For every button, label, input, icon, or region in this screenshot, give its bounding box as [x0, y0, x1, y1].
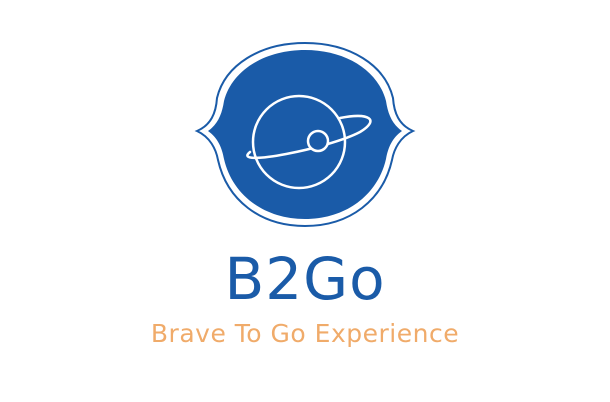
brand-wordmark: B2Go: [224, 245, 386, 313]
brand-tagline: Brave To Go Experience: [150, 319, 460, 348]
moon-icon: [306, 129, 330, 153]
logo-emblem: [194, 41, 416, 228]
emblem-outer-outline: [194, 41, 416, 228]
emblem-badge: [208, 50, 402, 219]
orbit-ring-icon: [246, 114, 372, 160]
planet-icon: [251, 94, 347, 190]
